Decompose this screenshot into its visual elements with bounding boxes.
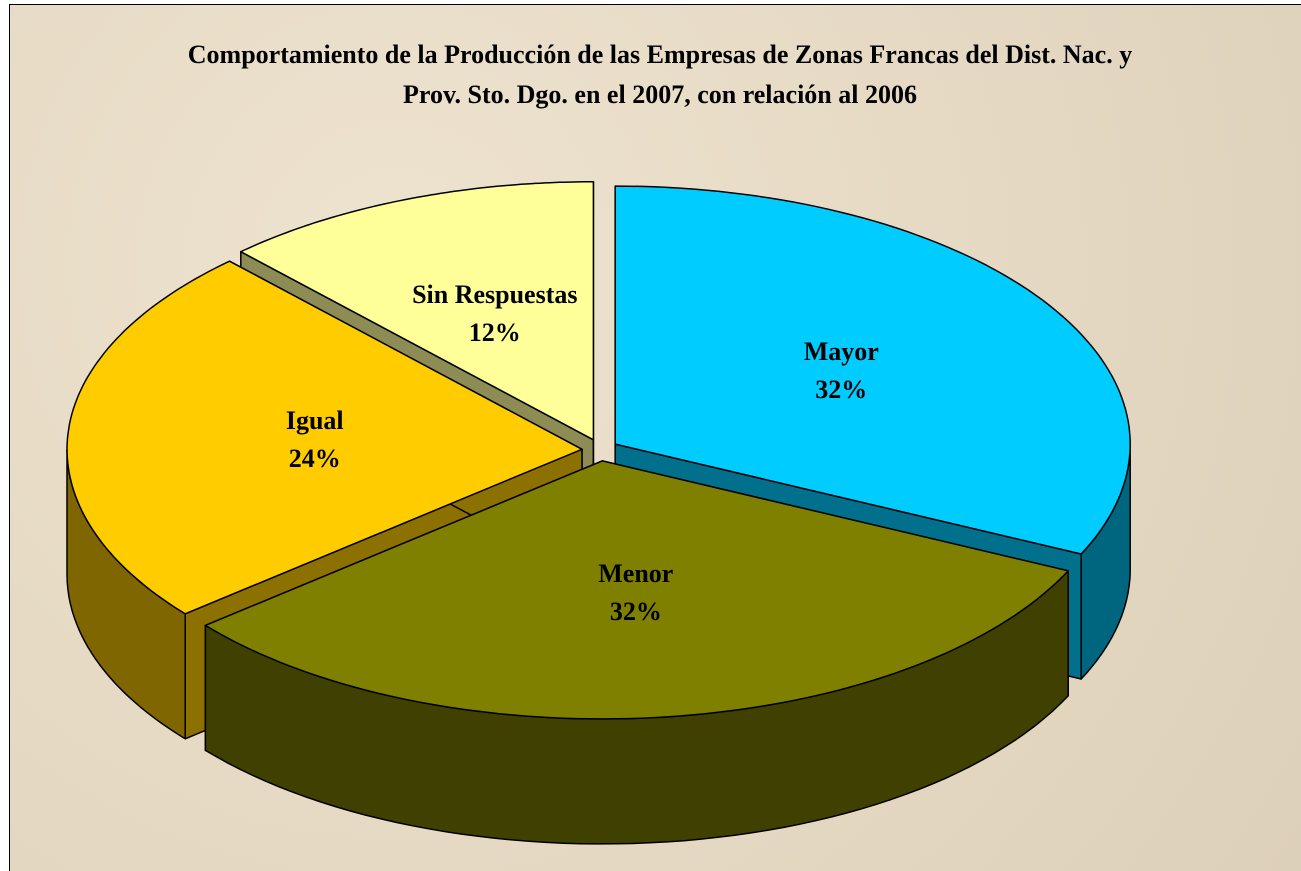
data-label-name: Sin Respuestas: [412, 280, 577, 309]
data-label-value: 32%: [610, 597, 662, 626]
data-label-name: Igual: [286, 406, 344, 435]
data-label-name: Menor: [598, 559, 673, 588]
data-label-name: Mayor: [804, 337, 879, 366]
data-label-value: 32%: [815, 375, 867, 404]
chart-title: Comportamiento de la Producción de las E…: [187, 40, 1133, 109]
data-label-value: 24%: [289, 444, 341, 473]
slice: [204, 460, 1069, 720]
slice: [614, 185, 1131, 555]
slice: [66, 260, 583, 615]
slice: [240, 181, 595, 441]
data-label-value: 12%: [469, 318, 521, 347]
